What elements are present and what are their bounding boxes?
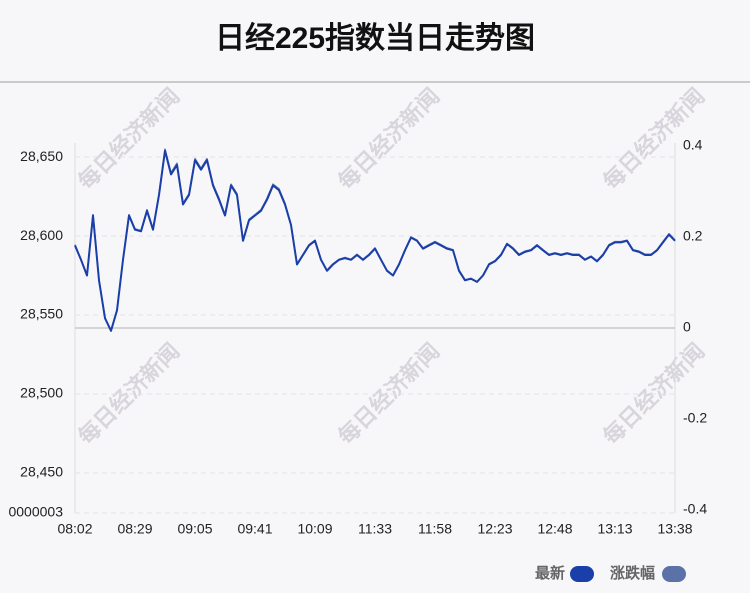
- y2-tick-label: 0.2: [683, 228, 703, 244]
- x-tick-label: 08:02: [57, 521, 92, 537]
- legend-swatch: [570, 566, 594, 582]
- y-tick-label: 28,650: [20, 148, 63, 164]
- y-tick-label: 28,600: [20, 227, 63, 243]
- y2-tick-label: 0: [683, 319, 691, 335]
- legend-swatch: [662, 566, 686, 582]
- x-tick-label: 12:23: [477, 521, 512, 537]
- y2-tick-label: 0.4: [683, 137, 703, 153]
- x-tick-label: 09:41: [237, 521, 272, 537]
- x-tick-label: 11:58: [418, 521, 452, 537]
- x-tick-label: 13:38: [657, 521, 692, 537]
- x-tick-label: 11:33: [358, 521, 392, 537]
- y-tick-label: 0000003: [8, 504, 63, 520]
- legend-label: 涨跌幅: [610, 564, 655, 582]
- y-tick-label: 28,500: [20, 385, 63, 401]
- legend-label: 最新: [535, 564, 565, 582]
- x-tick-label: 13:13: [597, 521, 632, 537]
- x-tick-label: 09:05: [177, 521, 212, 537]
- series-line: [74, 149, 676, 332]
- chart-title: 日经225指数当日走势图: [215, 21, 535, 55]
- x-tick-label: 10:09: [297, 521, 332, 537]
- x-tick-label: 08:29: [117, 521, 152, 537]
- y-tick-label: 28,550: [20, 306, 63, 322]
- x-tick-label: 12:48: [537, 521, 572, 537]
- y-tick-label: 28,450: [20, 464, 63, 480]
- y2-tick-label: -0.4: [683, 501, 707, 517]
- y2-tick-label: -0.2: [683, 410, 707, 426]
